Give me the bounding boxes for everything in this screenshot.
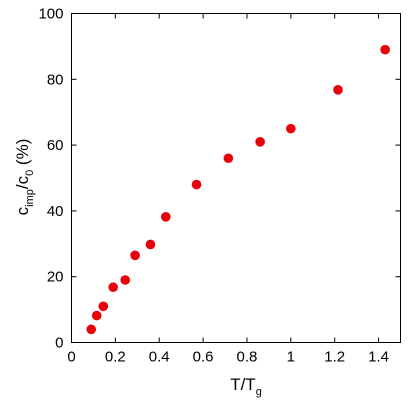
x-tick-label: 0 [67,349,75,366]
x-axis-ticks: 0 0.2 0.4 0.6 0.8 1 1.2 1.4 [67,13,389,366]
data-point [86,324,97,335]
x-tick-label: 0.6 [193,349,214,366]
data-point [108,282,118,293]
x-axis-title: T/Tg [230,375,262,398]
x-tick-label: 1 [287,349,295,366]
y-tick-label: 40 [47,203,64,220]
x-tick-label: 0.4 [149,349,170,366]
data-point [145,239,156,250]
y-tick-label: 0 [55,335,63,352]
data-point [130,250,140,261]
data-point [333,85,343,95]
data-point [120,275,131,285]
y-tick-label: 80 [47,71,64,88]
data-point [91,310,102,321]
x-tick-label: 1.2 [324,349,345,366]
data-point [380,44,390,55]
data-points [86,44,390,335]
x-tick-label: 0.8 [237,349,258,366]
data-point [191,179,202,190]
data-point [286,123,296,134]
data-point [223,153,234,164]
x-tick-label: 0.2 [105,349,126,366]
y-tick-label: 100 [38,6,63,23]
y-tick-label: 20 [47,269,64,286]
data-point [98,301,109,312]
y-axis-ticks: 0 20 40 60 80 100 [38,6,401,352]
data-point [255,137,265,147]
plot-frame [71,13,401,343]
y-axis-title: cimp/c0 (%) [13,139,36,216]
x-tick-label: 1.4 [368,349,389,366]
data-point [161,212,171,222]
y-tick-label: 60 [47,137,64,154]
